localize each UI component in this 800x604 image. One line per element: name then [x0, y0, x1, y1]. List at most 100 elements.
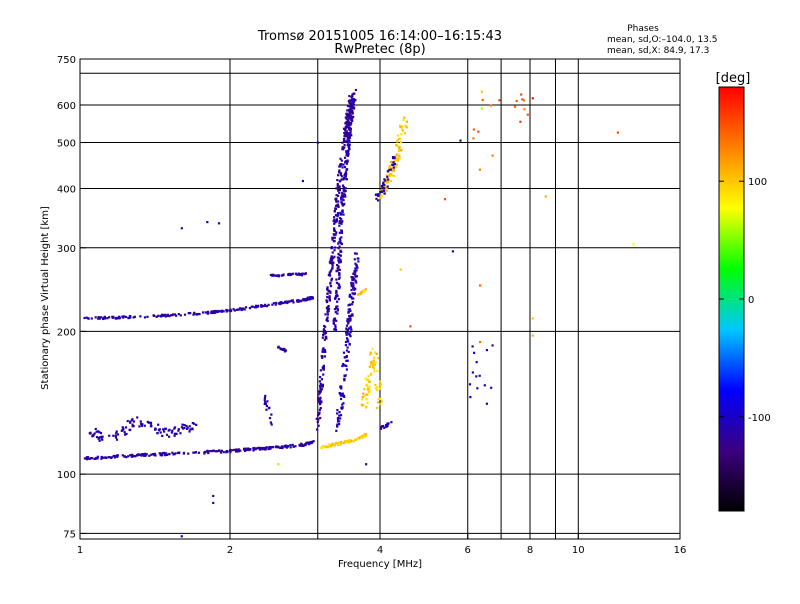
echo-point	[374, 361, 377, 364]
echo-point	[121, 429, 124, 432]
echo-point	[354, 267, 357, 270]
echo-point	[336, 269, 339, 272]
echo-point	[348, 295, 351, 298]
echo-point	[206, 449, 209, 452]
echo-point	[389, 160, 393, 163]
echo-point	[189, 428, 192, 431]
echo-point	[340, 178, 343, 181]
echo-point	[309, 441, 312, 444]
echo-point	[226, 309, 229, 312]
echo-point	[347, 127, 350, 130]
echo-point	[189, 311, 192, 315]
echo-point	[217, 309, 220, 313]
echo-point	[233, 309, 236, 312]
echo-point	[369, 361, 373, 364]
echo-point	[340, 194, 343, 197]
echo-point	[351, 95, 354, 98]
echo-point	[233, 448, 236, 451]
echo-point	[340, 387, 343, 390]
echo-point	[354, 262, 357, 265]
echo-point	[133, 455, 136, 458]
echo-point	[333, 216, 336, 219]
echo-point	[264, 394, 267, 397]
echo-point	[331, 236, 334, 239]
echo-point	[326, 313, 330, 316]
echo-point	[333, 249, 336, 252]
echo-point	[375, 386, 379, 389]
echo-point	[346, 141, 349, 144]
echo-point	[340, 159, 343, 162]
echo-point	[271, 303, 274, 306]
echo-point	[352, 440, 355, 443]
echo-point	[347, 332, 350, 335]
echo-point	[336, 416, 340, 420]
echo-point	[347, 149, 350, 152]
echo-point	[345, 368, 348, 371]
echo-point	[149, 425, 153, 428]
echo-point	[385, 189, 388, 192]
echo-point	[285, 301, 288, 304]
echo-point	[347, 327, 351, 330]
echo-point	[334, 310, 338, 314]
echo-point	[173, 434, 176, 437]
echo-point	[319, 399, 322, 402]
echo-point	[343, 139, 346, 142]
echo-point	[382, 183, 385, 186]
echo-point	[97, 430, 100, 433]
echo-point	[241, 308, 244, 311]
echo-point	[354, 99, 357, 102]
echo-point	[185, 424, 188, 428]
echo-point	[344, 174, 347, 178]
echo-point	[329, 443, 332, 446]
echo-point	[339, 414, 343, 417]
echo-point	[481, 98, 484, 102]
echo-point	[322, 368, 325, 371]
echo-point	[303, 299, 307, 302]
echo-point	[132, 316, 135, 319]
echo-point	[300, 299, 303, 302]
echo-point	[336, 212, 340, 215]
echo-point	[352, 98, 355, 101]
echo-point	[350, 281, 353, 284]
echo-point	[345, 140, 348, 143]
echo-point	[342, 146, 345, 149]
echo-point	[364, 377, 367, 380]
echo-point	[340, 196, 343, 199]
echo-point	[377, 194, 380, 197]
echo-point	[242, 307, 245, 310]
echo-point	[244, 447, 247, 450]
echo-point	[400, 127, 404, 131]
echo-point	[336, 179, 339, 182]
echo-point	[111, 315, 114, 318]
echo-point	[304, 297, 307, 301]
echo-point	[393, 174, 396, 178]
echo-point	[131, 418, 134, 421]
y-tick-label: 750	[57, 55, 76, 66]
echo-point	[368, 380, 371, 383]
echo-point	[330, 255, 334, 258]
echo-point	[129, 420, 132, 423]
echo-point	[266, 400, 269, 403]
echo-point	[349, 335, 352, 338]
echo-point	[476, 387, 479, 390]
x-axis-ticks: 1 2 4 6 8 10 16	[77, 533, 686, 556]
echo-point	[136, 416, 139, 419]
echo-point	[322, 328, 326, 331]
echo-point	[339, 393, 343, 396]
echo-point	[338, 276, 341, 279]
echo-point	[354, 271, 357, 274]
echo-point	[222, 451, 225, 454]
echo-point	[347, 304, 350, 307]
echo-point	[544, 195, 547, 198]
echo-point	[344, 131, 347, 134]
echo-point	[204, 311, 207, 314]
echo-point	[398, 137, 401, 141]
echo-point	[188, 430, 191, 433]
echo-point	[340, 385, 343, 388]
echo-point	[166, 313, 170, 316]
echo-point	[250, 305, 253, 308]
echo-point	[272, 302, 276, 305]
echo-point	[320, 388, 324, 391]
echo-point	[348, 342, 351, 346]
echo-point	[337, 282, 340, 286]
